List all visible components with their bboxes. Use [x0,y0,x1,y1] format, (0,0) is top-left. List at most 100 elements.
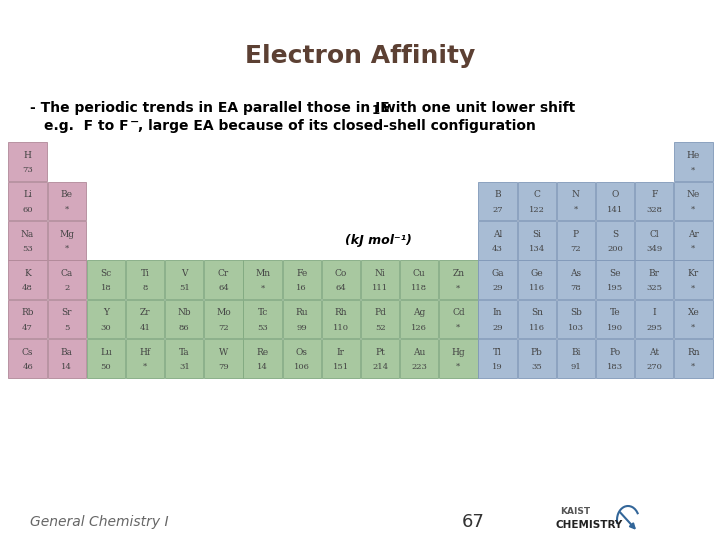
Text: 50: 50 [101,363,111,371]
Text: Cl: Cl [649,230,659,239]
Bar [282,260,321,299]
Bar [282,339,321,377]
Text: Ti: Ti [140,269,150,278]
Text: Sc: Sc [100,269,112,278]
Bar [165,339,204,377]
Text: I: I [652,308,656,317]
Text: 91: 91 [570,363,581,371]
Text: 67: 67 [462,513,485,531]
Bar [518,260,556,299]
Text: 31: 31 [179,363,189,371]
Text: *: * [574,206,578,214]
Text: 48: 48 [22,285,33,292]
Text: Ag: Ag [413,308,426,317]
Text: −: − [130,117,140,127]
Text: Te: Te [610,308,621,317]
Text: Ar: Ar [688,230,699,239]
Text: Xe: Xe [688,308,699,317]
Text: 214: 214 [372,363,388,371]
Text: with one unit lower shift: with one unit lower shift [378,101,575,115]
Text: e.g.  F to F: e.g. F to F [44,119,129,133]
Text: Rb: Rb [22,308,34,317]
Bar [48,182,86,220]
Text: *: * [691,245,696,253]
Text: Pd: Pd [374,308,386,317]
Bar [596,300,634,338]
Text: 43: 43 [492,245,503,253]
Text: 151: 151 [333,363,349,371]
Text: 103: 103 [568,323,584,332]
Bar [48,221,86,260]
Text: Ni: Ni [374,269,385,278]
Bar [322,260,360,299]
Text: Be: Be [60,190,73,199]
Bar [557,182,595,220]
Text: 5: 5 [64,323,69,332]
Bar [400,260,438,299]
Bar [674,300,713,338]
Text: Br: Br [649,269,660,278]
Text: Cr: Cr [217,269,229,278]
Text: 18: 18 [101,285,112,292]
Text: 328: 328 [647,206,662,214]
Text: Tl: Tl [493,348,502,356]
Text: 200: 200 [607,245,623,253]
Text: 14: 14 [257,363,268,371]
Text: S: S [612,230,618,239]
Text: 60: 60 [22,206,33,214]
Text: Zr: Zr [140,308,150,317]
Bar [243,260,282,299]
Bar [322,339,360,377]
Text: Al: Al [493,230,503,239]
Bar [557,339,595,377]
Text: Electron Affinity: Electron Affinity [245,44,475,68]
Bar [478,339,517,377]
Text: KAIST: KAIST [560,508,590,516]
Text: 41: 41 [140,323,150,332]
Text: 325: 325 [647,285,662,292]
Text: *: * [691,285,696,292]
Text: *: * [65,206,69,214]
Text: 270: 270 [647,363,662,371]
Text: Mg: Mg [59,230,74,239]
Text: Sr: Sr [61,308,72,317]
Bar [439,260,477,299]
Text: 118: 118 [411,285,427,292]
Bar [635,221,673,260]
Text: 99: 99 [297,323,307,332]
Text: Se: Se [609,269,621,278]
Bar [86,260,125,299]
Text: 47: 47 [22,323,33,332]
Text: W: W [219,348,228,356]
Text: 1: 1 [372,105,380,118]
Text: B: B [494,190,501,199]
Text: 19: 19 [492,363,503,371]
Bar [518,182,556,220]
Bar [126,260,164,299]
Text: 141: 141 [607,206,624,214]
Bar [478,260,517,299]
Text: *: * [456,285,461,292]
Text: 349: 349 [646,245,662,253]
Text: *: * [456,323,461,332]
Text: Au: Au [413,348,426,356]
Text: P: P [573,230,579,239]
Text: CHEMISTRY: CHEMISTRY [556,520,624,530]
Bar [361,260,400,299]
Text: *: * [456,363,461,371]
Bar [165,300,204,338]
Bar [635,260,673,299]
Bar [596,339,634,377]
Text: 8: 8 [143,285,148,292]
Text: Rh: Rh [335,308,347,317]
Text: 30: 30 [101,323,111,332]
Text: C: C [534,190,540,199]
Bar [86,339,125,377]
Text: 183: 183 [607,363,623,371]
Text: Nb: Nb [177,308,191,317]
Text: 79: 79 [218,363,229,371]
Text: O: O [611,190,618,199]
Bar [478,221,517,260]
Bar [9,260,47,299]
Bar [674,221,713,260]
